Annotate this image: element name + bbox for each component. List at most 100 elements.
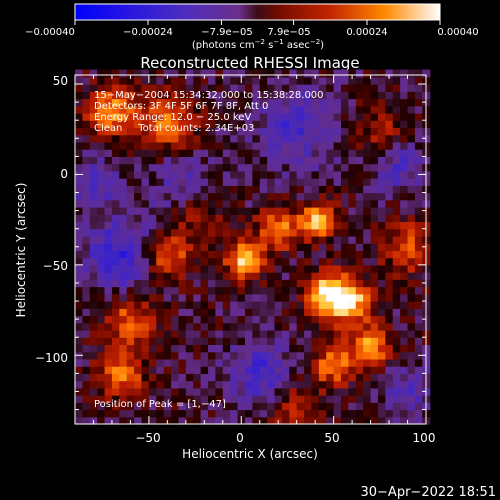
heatmap-cell [89, 344, 98, 353]
heatmap-cell [104, 214, 113, 223]
heatmap-cell [230, 192, 239, 201]
heatmap-cell [82, 380, 91, 389]
heatmap-cell [377, 337, 386, 346]
heatmap-cell [252, 112, 261, 121]
heatmap-cell [89, 141, 98, 150]
heatmap-cell [119, 395, 128, 403]
heatmap-cell [156, 272, 165, 280]
heatmap-cell [126, 127, 135, 136]
heatmap-cell [407, 250, 416, 259]
heatmap-cell [363, 344, 372, 353]
heatmap-cell [370, 69, 379, 78]
heatmap-cell [208, 293, 216, 302]
heatmap-cell [89, 301, 98, 309]
heatmap-cell [237, 214, 246, 223]
heatmap-cell [326, 395, 335, 403]
heatmap-cell [370, 351, 379, 360]
heatmap-cell [326, 351, 335, 360]
heatmap-cell [304, 279, 313, 288]
heatmap-cell [392, 69, 401, 78]
heatmap-cell [348, 308, 357, 317]
heatmap-cell [274, 207, 283, 215]
heatmap-cell [267, 257, 276, 266]
heatmap-cell [148, 387, 157, 396]
heatmap-cell [326, 387, 335, 396]
heatmap-cell [193, 235, 202, 244]
heatmap-cell [259, 235, 268, 244]
heatmap-cell [400, 416, 409, 425]
heatmap-cell [163, 98, 172, 107]
heatmap-cell [178, 351, 187, 360]
heatmap-cell [208, 69, 216, 78]
heatmap-cell [296, 329, 305, 338]
heatmap-cell [341, 250, 350, 259]
heatmap-cell [259, 409, 268, 418]
heatmap-cell [348, 243, 357, 251]
heatmap-cell [311, 178, 320, 186]
heatmap-cell [163, 235, 172, 244]
heatmap-cell [422, 69, 431, 78]
heatmap-cell [156, 264, 165, 273]
heatmap-cell [111, 192, 120, 201]
heatmap-cell [89, 163, 98, 172]
heatmap-cell [392, 380, 401, 389]
heatmap-cell [363, 98, 372, 107]
heatmap-cell [97, 387, 106, 396]
heatmap-cell [244, 214, 253, 223]
heatmap-cell [355, 329, 364, 338]
heatmap-cell [259, 380, 268, 389]
heatmap-cell [296, 358, 305, 367]
heatmap-cell [82, 192, 91, 201]
heatmap-cell [215, 272, 224, 280]
heatmap-cell [230, 301, 239, 309]
heatmap-cell [111, 120, 120, 129]
heatmap-cell [178, 112, 187, 121]
heatmap-cell [341, 301, 350, 309]
heatmap-cell [119, 409, 128, 418]
axis-ticks [75, 75, 427, 424]
heatmap-cell [163, 84, 172, 92]
heatmap-cell [385, 322, 394, 331]
heatmap-cell [259, 387, 268, 396]
heatmap-cell [392, 149, 401, 157]
heatmap-cell [363, 178, 372, 186]
heatmap-cell [156, 149, 165, 157]
heatmap-cell [97, 293, 106, 302]
heatmap-cell [126, 243, 135, 251]
heatmap-cell [252, 329, 261, 338]
heatmap-cell [89, 315, 98, 324]
heatmap-cell [111, 199, 120, 208]
heatmap-cell [230, 178, 239, 186]
heatmap-cell [193, 344, 202, 353]
heatmap-cell [193, 141, 202, 150]
heatmap-cell [326, 235, 335, 244]
heatmap-cell [289, 84, 298, 92]
heatmap-cell [385, 250, 394, 259]
heatmap-cell [392, 163, 401, 172]
heatmap-cell [400, 308, 409, 317]
heatmap-cell [252, 257, 261, 266]
heatmap-cell [237, 199, 246, 208]
heatmap-cell [215, 257, 224, 266]
x-axis-label: Heliocentric X (arcsec) [182, 447, 318, 461]
heatmap-cell [281, 178, 290, 186]
heatmap-cell [237, 149, 246, 157]
heatmap-cell [252, 84, 261, 92]
heatmap-cell [104, 163, 113, 172]
heatmap-cell [348, 214, 357, 223]
heatmap-cell [289, 387, 298, 396]
heatmap-cell [134, 149, 143, 157]
heatmap-cell [259, 301, 268, 309]
heatmap-cell [304, 308, 313, 317]
heatmap-cell [244, 185, 253, 194]
heatmap-cell [267, 250, 276, 259]
heatmap-cell [304, 192, 313, 201]
heatmap-cell [126, 337, 135, 346]
heatmap-cell [215, 264, 224, 273]
heatmap-cell [318, 185, 327, 194]
heatmap-cell [126, 214, 135, 223]
heatmap-cell [200, 170, 209, 179]
heatmap-cell [414, 329, 423, 338]
heatmap-cell [111, 156, 120, 165]
heatmap-cell [311, 120, 320, 129]
